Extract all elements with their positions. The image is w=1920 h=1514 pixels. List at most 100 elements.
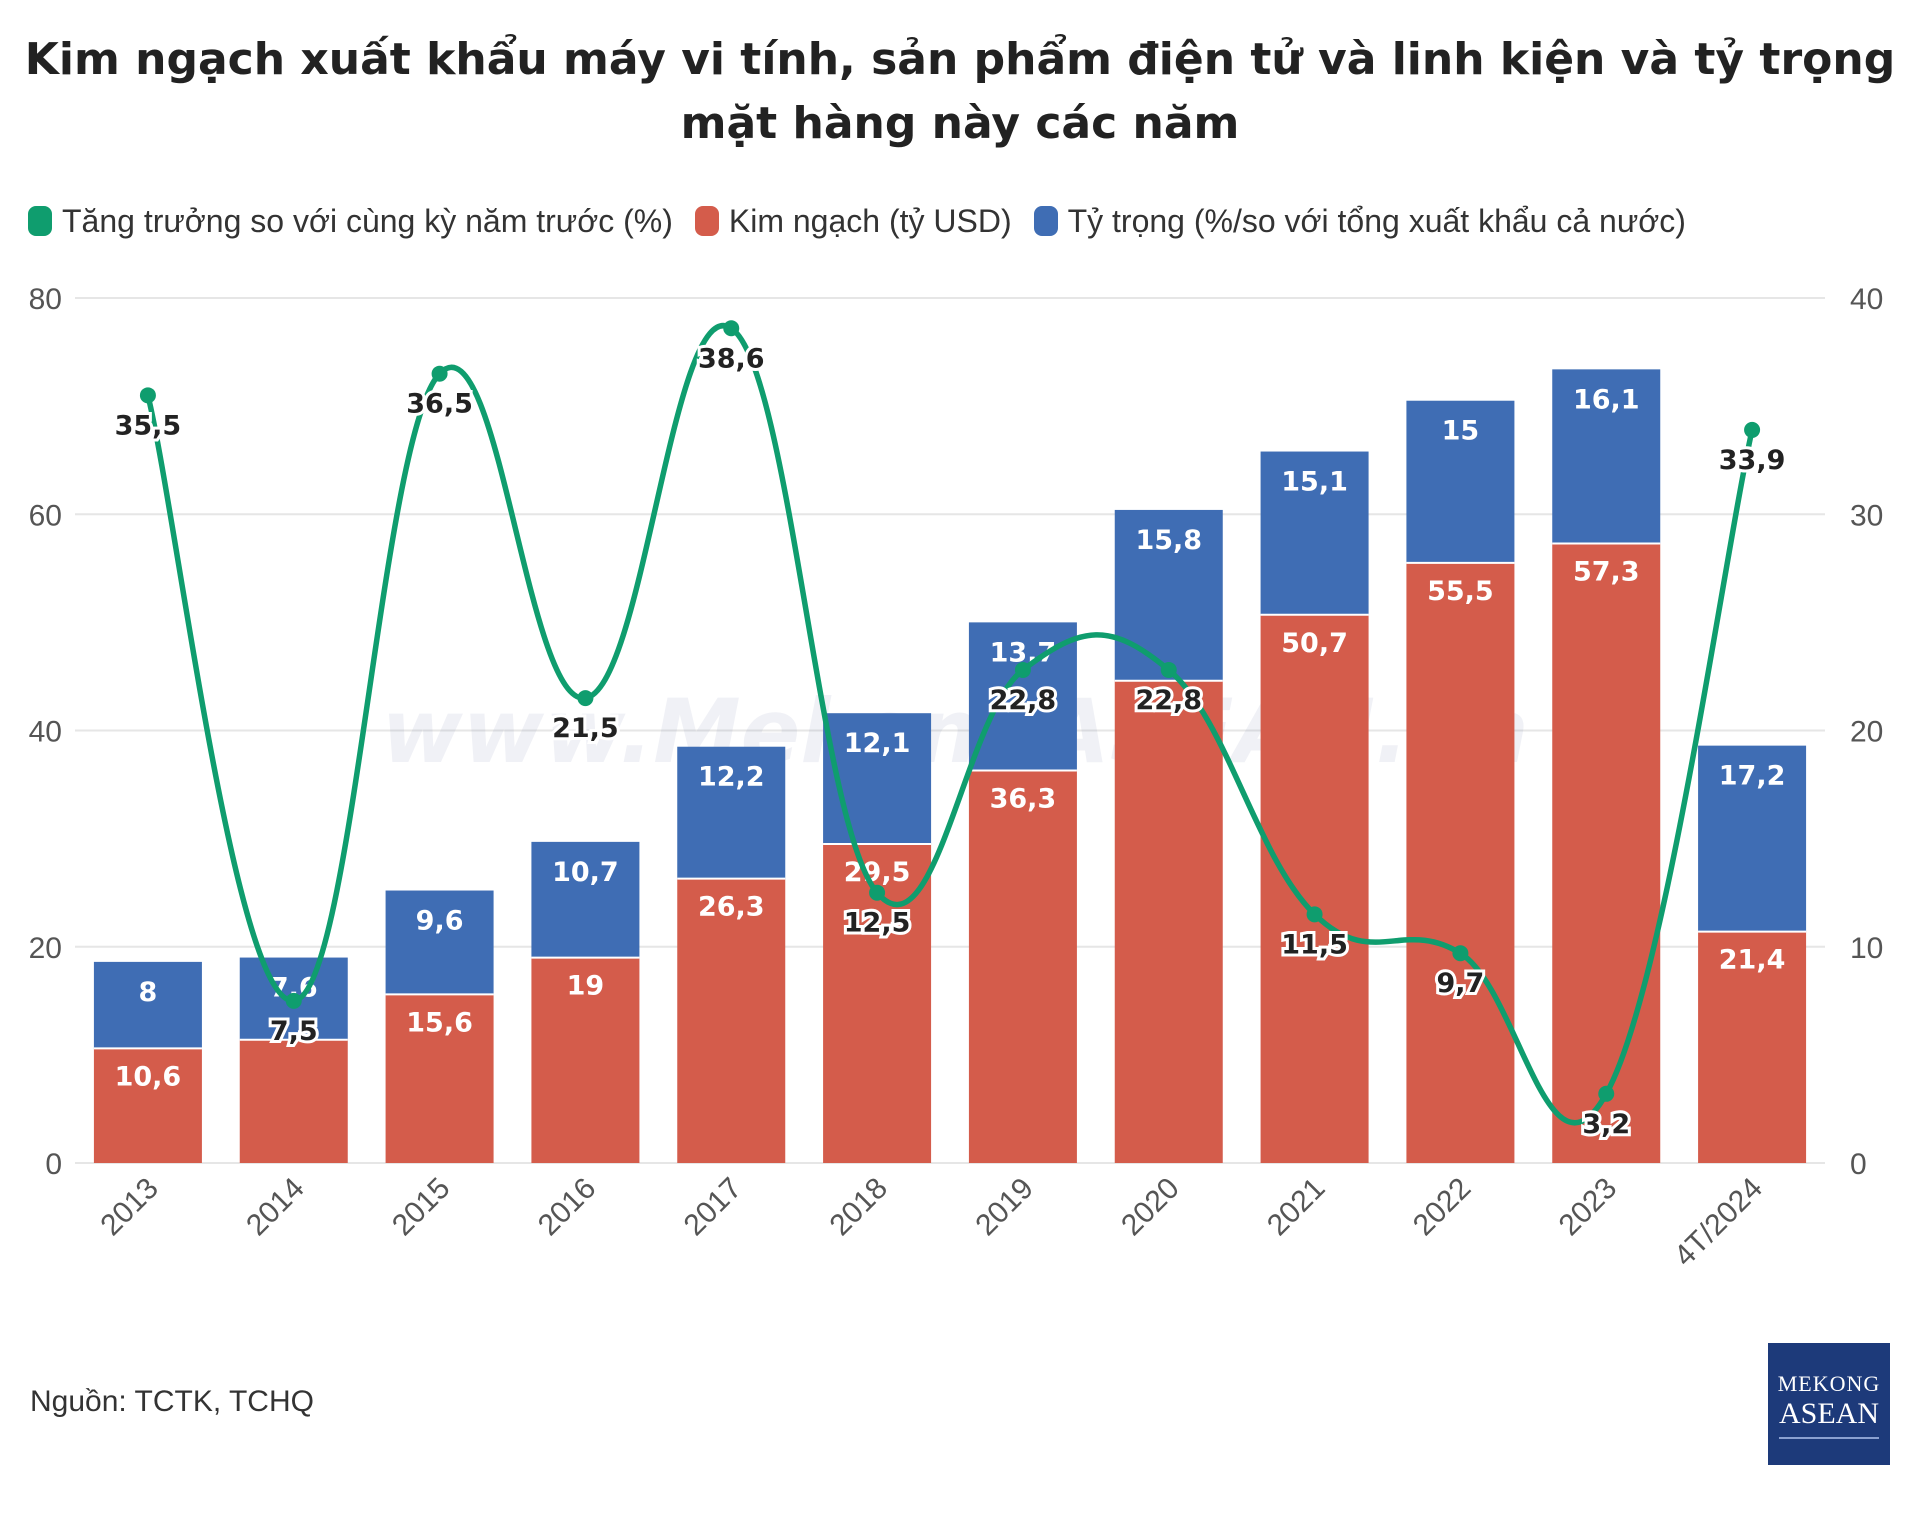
bar-kim-ngach xyxy=(239,1039,348,1163)
bar-ty-trong xyxy=(1698,745,1807,932)
growth-point xyxy=(869,884,886,901)
data-label-ty-trong: 10,7 xyxy=(552,857,619,888)
bar-kim-ngach xyxy=(1114,680,1223,1163)
source-note: Nguồn: TCTK, TCHQ xyxy=(30,1385,314,1418)
legend-label-growth: Tăng trưởng so với cùng kỳ năm trước (%) xyxy=(62,202,673,239)
legend-item-value[interactable]: Kim ngạch (tỷ USD) xyxy=(694,202,1012,240)
data-label-ty-trong: 8 xyxy=(139,977,158,1008)
y-left-tick-label: 60 xyxy=(29,499,62,532)
x-tick-label: 2023 xyxy=(1553,1172,1624,1243)
bar-ty-trong xyxy=(1552,369,1661,544)
y-left-tick-label: 20 xyxy=(29,932,62,965)
legend: Tăng trưởng so với cùng kỳ năm trước (%)… xyxy=(28,196,1686,246)
data-label-growth: 7,5 xyxy=(270,1016,318,1047)
bar-ty-trong xyxy=(385,890,494,995)
x-tick-label: 2013 xyxy=(94,1172,165,1243)
x-tick-label: 2015 xyxy=(386,1172,457,1243)
bar-ty-trong xyxy=(677,746,786,879)
data-label-kim-ngach: 15,6 xyxy=(406,1007,473,1038)
logo-text-bottom: ASEAN xyxy=(1778,1397,1879,1430)
x-tick-label: 2017 xyxy=(678,1172,749,1243)
y-right-tick-label: 10 xyxy=(1850,932,1883,965)
logo-rule xyxy=(1779,1437,1879,1439)
x-tick-label: 2020 xyxy=(1115,1172,1186,1243)
growth-point xyxy=(577,690,594,707)
y-left-tick-label: 80 xyxy=(29,283,62,316)
legend-item-growth[interactable]: Tăng trưởng so với cùng kỳ năm trước (%) xyxy=(28,203,673,240)
data-label-growth: 36,5 xyxy=(406,389,473,420)
data-label-ty-trong: 15,1 xyxy=(1281,467,1348,498)
data-label-kim-ngach: 21,4 xyxy=(1719,945,1786,976)
data-label-growth: 12,5 xyxy=(844,908,911,939)
data-label-growth: 35,5 xyxy=(115,410,182,441)
data-label-growth: 11,5 xyxy=(1281,929,1348,960)
legend-swatch-growth xyxy=(28,206,52,236)
x-tick-label: 2014 xyxy=(240,1172,311,1243)
data-label-kim-ngach: 19 xyxy=(567,971,605,1002)
legend-label-value: Kim ngạch (tỷ USD) xyxy=(728,202,1012,239)
bar-kim-ngach xyxy=(1260,614,1369,1163)
x-tick-label: 2018 xyxy=(823,1172,894,1243)
bar-ty-trong xyxy=(1260,451,1369,615)
chart-title-line-1: Kim ngạch xuất khẩu máy vi tính, sản phẩ… xyxy=(24,34,1896,85)
data-label-ty-trong: 15,8 xyxy=(1135,525,1202,556)
data-label-kim-ngach: 57,3 xyxy=(1573,556,1640,587)
data-label-ty-trong: 15 xyxy=(1442,416,1480,447)
data-label-ty-trong: 16,1 xyxy=(1573,384,1640,415)
x-tick-label: 2019 xyxy=(969,1172,1040,1243)
mekong-asean-logo: MEKONG ASEAN xyxy=(1768,1343,1890,1465)
bar-kim-ngach xyxy=(93,1048,202,1163)
y-right-tick-label: 0 xyxy=(1850,1148,1867,1181)
legend-item-share[interactable]: Tỷ trọng (%/so với tổng xuất khẩu cả nướ… xyxy=(1033,202,1686,240)
chart-title-line-2: mặt hàng này các năm xyxy=(680,98,1240,149)
growth-point xyxy=(1744,421,1761,438)
data-label-kim-ngach: 36,3 xyxy=(990,784,1057,815)
bar-kim-ngach xyxy=(1698,931,1807,1163)
growth-point xyxy=(139,387,156,404)
data-label-growth: 21,5 xyxy=(552,713,619,744)
x-tick-label: 4T/2024 xyxy=(1668,1172,1769,1273)
data-label-growth: 22,8 xyxy=(1135,685,1202,716)
bar-ty-trong xyxy=(531,841,640,958)
chart-title: Kim ngạch xuất khẩu máy vi tính, sản phẩ… xyxy=(0,28,1920,156)
growth-point xyxy=(1598,1085,1615,1102)
growth-line xyxy=(145,322,1755,1126)
y-right-tick-label: 20 xyxy=(1850,716,1883,749)
bar-kim-ngach xyxy=(531,957,640,1163)
data-label-growth: 9,7 xyxy=(1436,968,1484,999)
bar-ty-trong xyxy=(1406,400,1515,563)
legend-swatch-value xyxy=(694,206,719,236)
y-right-tick-label: 30 xyxy=(1850,499,1883,532)
bar-ty-trong xyxy=(823,713,932,845)
data-label-ty-trong: 17,2 xyxy=(1719,761,1786,792)
legend-label-share: Tỷ trọng (%/so với tổng xuất khẩu cả nướ… xyxy=(1067,202,1686,239)
legend-swatch-share xyxy=(1033,206,1058,236)
data-label-kim-ngach: 26,3 xyxy=(698,892,765,923)
growth-point xyxy=(723,320,740,337)
data-label-growth: 38,6 xyxy=(698,343,765,374)
growth-point xyxy=(1160,661,1177,678)
x-tick-label: 2021 xyxy=(1261,1172,1332,1243)
data-label-kim-ngach: 10,6 xyxy=(115,1061,182,1092)
growth-point xyxy=(285,992,302,1009)
y-left-tick-label: 40 xyxy=(29,716,62,749)
data-label-growth: 33,9 xyxy=(1719,445,1786,476)
bar-ty-trong xyxy=(93,961,202,1049)
bar-kim-ngach xyxy=(385,994,494,1163)
data-label-kim-ngach: 55,5 xyxy=(1427,576,1494,607)
data-label-ty-trong: 12,1 xyxy=(844,728,911,759)
growth-point xyxy=(1014,661,1031,678)
data-label-growth: 22,8 xyxy=(990,685,1057,716)
x-tick-label: 2022 xyxy=(1407,1172,1478,1243)
y-right-tick-label: 40 xyxy=(1850,283,1883,316)
bar-kim-ngach xyxy=(1552,543,1661,1163)
x-tick-label: 2016 xyxy=(532,1172,603,1243)
data-label-kim-ngach: 50,7 xyxy=(1281,628,1348,659)
growth-point xyxy=(1452,945,1469,962)
data-label-ty-trong: 12,2 xyxy=(698,762,765,793)
logo-text-top: MEKONG xyxy=(1777,1371,1881,1396)
data-label-kim-ngach: 29,5 xyxy=(844,857,911,888)
y-left-tick-label: 0 xyxy=(45,1148,62,1181)
growth-point xyxy=(431,365,448,382)
